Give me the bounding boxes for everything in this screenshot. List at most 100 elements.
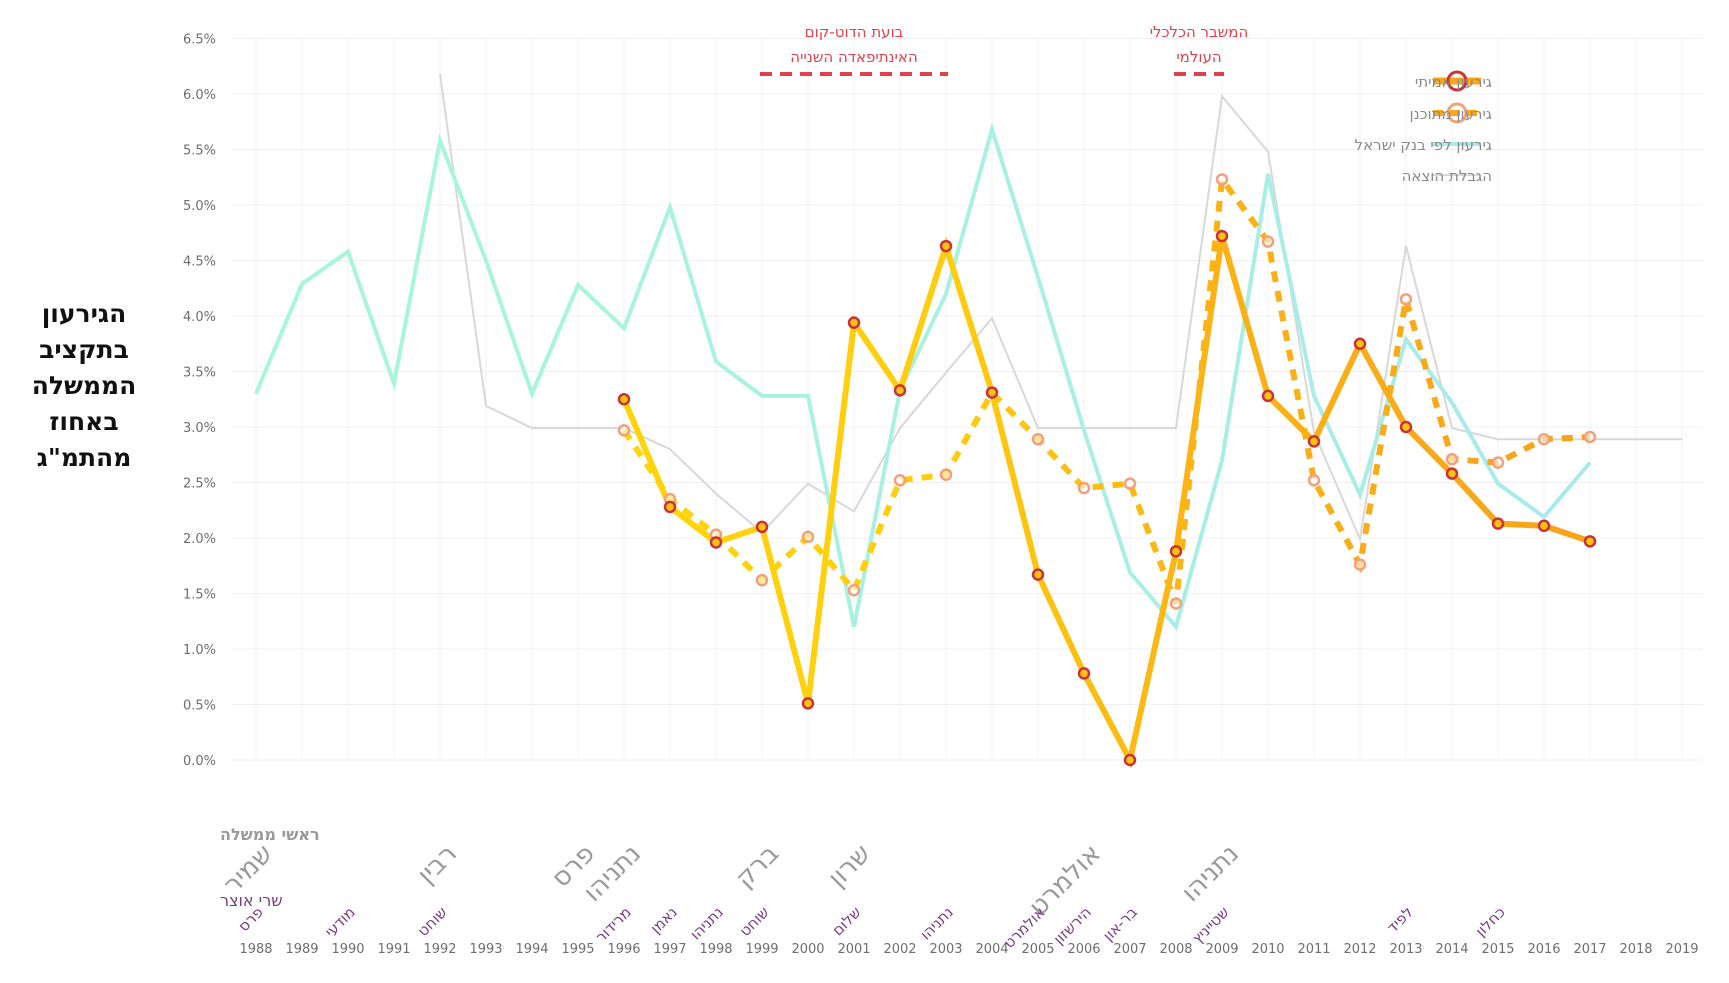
annotation-label: האינתיפאדה השנייה bbox=[790, 48, 918, 66]
legend-item-limit[interactable]: הגבלת הוצאה bbox=[1402, 167, 1492, 185]
data-point-planned bbox=[801, 530, 815, 544]
y-tick-label: 1.5% bbox=[183, 588, 216, 603]
data-point-actual bbox=[1261, 389, 1275, 403]
finance-minister-label: שוחט bbox=[414, 903, 451, 940]
data-point-planned bbox=[617, 424, 631, 437]
y-tick-label: 6.5% bbox=[183, 33, 216, 48]
x-tick-label: 2017 bbox=[1573, 942, 1606, 957]
x-tick-label: 2007 bbox=[1113, 942, 1146, 957]
x-tick-label: 2014 bbox=[1435, 942, 1468, 957]
y-tick-label: 6.0% bbox=[183, 88, 216, 103]
prime-minister-label: שרון bbox=[822, 839, 877, 894]
x-tick-label: 2004 bbox=[975, 942, 1008, 957]
legend-item-planned[interactable]: גירעון מתוכנן bbox=[1410, 102, 1493, 124]
data-point-planned bbox=[939, 468, 953, 481]
data-point-planned bbox=[1445, 452, 1459, 466]
data-point-actual bbox=[893, 384, 907, 397]
data-point-planned bbox=[1399, 293, 1413, 306]
x-tick-label: 2000 bbox=[791, 942, 824, 957]
legend: גירעון אמיתי גירעון מתוכנן גירעון לפי בנק … bbox=[1355, 70, 1493, 185]
finance-minister-label: כחלון bbox=[1472, 903, 1509, 940]
y-tick-label: 1.0% bbox=[183, 643, 216, 658]
x-tick-label: 2001 bbox=[837, 942, 870, 957]
data-point-planned bbox=[1123, 477, 1137, 490]
y-tick-label: 3.0% bbox=[183, 421, 216, 436]
annotations: בועת הדוט-קום האינתיפאדה השנייה המשבר הכלכ… bbox=[760, 23, 1249, 76]
annotation-label: המשבר הכלכלי bbox=[1150, 23, 1249, 41]
y-tick-label: 2.0% bbox=[183, 532, 216, 547]
data-point-planned bbox=[755, 573, 769, 587]
x-tick-label: 1988 bbox=[239, 942, 272, 957]
data-point-planned bbox=[1261, 235, 1275, 248]
x-tick-label: 2010 bbox=[1251, 942, 1284, 957]
data-point-actual bbox=[1307, 435, 1321, 448]
x-tick-label: 2009 bbox=[1205, 942, 1238, 957]
y-tick-label: 0.0% bbox=[183, 754, 216, 769]
x-tick-label: 1997 bbox=[653, 942, 686, 957]
series-line-boi bbox=[254, 122, 1592, 631]
data-point-actual bbox=[1491, 517, 1505, 530]
data-point-planned bbox=[1169, 597, 1183, 610]
data-point-planned bbox=[1491, 456, 1505, 469]
x-tick-label: 1993 bbox=[469, 942, 502, 957]
x-tick-label: 2003 bbox=[929, 942, 962, 957]
legend-label: גירעון אמיתי bbox=[1415, 73, 1492, 91]
x-tick-label: 2019 bbox=[1665, 942, 1698, 957]
x-tick-label: 2013 bbox=[1389, 942, 1422, 957]
data-point-actual bbox=[1353, 337, 1367, 350]
x-tick-label: 1996 bbox=[607, 942, 640, 957]
data-point-actual bbox=[617, 393, 631, 406]
series-layer bbox=[254, 73, 1682, 769]
finance-minister-label: שטייניץ bbox=[1189, 903, 1233, 947]
data-point-actual bbox=[1445, 467, 1459, 480]
legend-label: גירעון מתוכנן bbox=[1410, 105, 1493, 123]
data-point-planned bbox=[1583, 430, 1597, 444]
x-tick-label: 1998 bbox=[699, 942, 732, 957]
markers-layer bbox=[617, 173, 1597, 767]
legend-item-actual[interactable]: גירעון אמיתי bbox=[1415, 70, 1492, 92]
data-point-actual bbox=[709, 536, 723, 549]
data-point-actual bbox=[755, 520, 769, 534]
y-tick-label: 5.0% bbox=[183, 199, 216, 214]
legend-label: הגבלת הוצאה bbox=[1402, 167, 1492, 185]
legend-label: גירעון לפי בנק ישראל bbox=[1355, 136, 1492, 154]
legend-marker-icon bbox=[1446, 70, 1468, 92]
finance-minister-label: נתניהו bbox=[916, 903, 956, 943]
data-point-actual bbox=[663, 500, 677, 514]
data-point-planned bbox=[1215, 173, 1229, 186]
data-point-actual bbox=[1399, 420, 1413, 434]
finance-minister-label: שלום bbox=[829, 903, 865, 939]
x-tick-label: 1990 bbox=[331, 942, 364, 957]
grid bbox=[232, 38, 1703, 761]
data-point-planned bbox=[847, 583, 861, 597]
finance-minister-label: נאמן bbox=[647, 903, 681, 937]
data-point-actual bbox=[1077, 667, 1091, 680]
x-tick-label: 1989 bbox=[285, 942, 318, 957]
prime-minister-label: רבין bbox=[412, 839, 463, 890]
data-point-actual bbox=[985, 386, 999, 399]
data-point-actual bbox=[939, 239, 953, 253]
x-tick-label: 2015 bbox=[1481, 942, 1514, 957]
x-tick-label: 2018 bbox=[1619, 942, 1652, 957]
finance-minister-label: מודעי bbox=[321, 903, 359, 941]
prime-ministers-row-label: ראשי ממשלה bbox=[220, 825, 320, 844]
finance-ministers-row-label: שרי אוצר bbox=[220, 891, 283, 910]
y-tick-label: 2.5% bbox=[183, 477, 216, 492]
x-tick-label: 2011 bbox=[1297, 942, 1330, 957]
legend-marker-icon bbox=[1446, 102, 1468, 124]
x-tick-label: 1992 bbox=[423, 942, 456, 957]
x-tick-label: 1999 bbox=[745, 942, 778, 957]
finance-minister-label: לפיד bbox=[1383, 903, 1417, 937]
x-tick-label: 2006 bbox=[1067, 942, 1100, 957]
x-tick-label: 2012 bbox=[1343, 942, 1376, 957]
y-axis-ticks: 0.0% 0.5% 1.0% 1.5% 2.0% 2.5% 3.0% 3.5% 4.0% 4.5%… bbox=[183, 33, 216, 770]
data-point-planned bbox=[1353, 558, 1367, 571]
data-point-actual bbox=[1583, 535, 1597, 548]
y-tick-label: 0.5% bbox=[183, 699, 216, 714]
finance-minister-label: בר-און bbox=[1099, 903, 1141, 945]
data-point-planned bbox=[1031, 432, 1045, 446]
x-tick-label: 2002 bbox=[883, 942, 916, 957]
legend-item-boi[interactable]: גירעון לפי בנק ישראל bbox=[1355, 136, 1492, 154]
data-point-planned bbox=[1307, 474, 1321, 487]
